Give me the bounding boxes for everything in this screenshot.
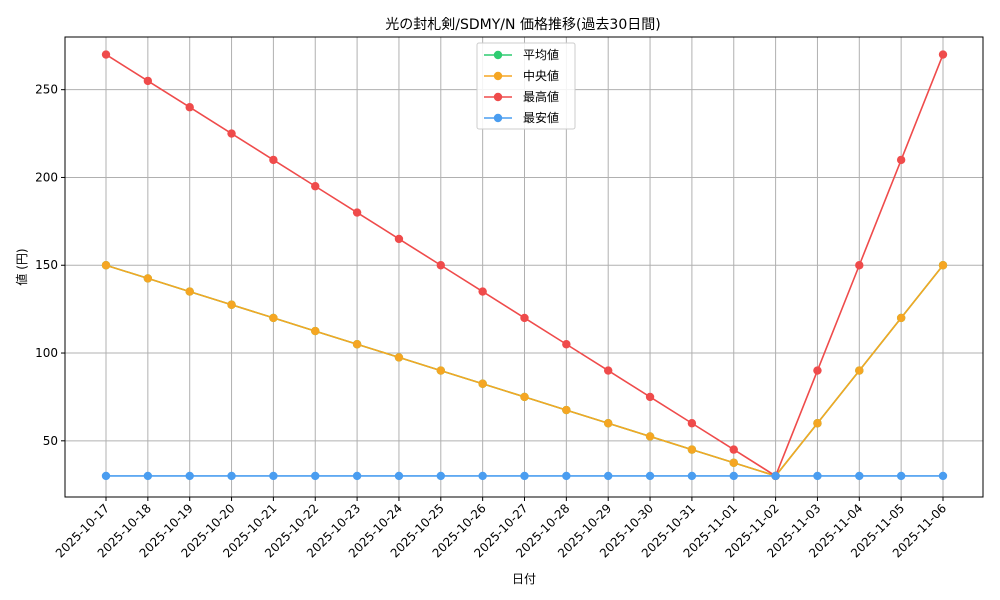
- legend-marker: [493, 71, 503, 81]
- data-point: [687, 419, 697, 428]
- data-point: [436, 471, 445, 481]
- data-point: [604, 471, 613, 481]
- data-point: [143, 274, 153, 283]
- series-2: [101, 261, 948, 481]
- legend-marker: [493, 50, 503, 60]
- data-point: [101, 261, 111, 270]
- data-point: [896, 313, 906, 323]
- data-point: [604, 366, 613, 375]
- data-point: [562, 405, 571, 415]
- data-point: [813, 419, 822, 428]
- data-point: [729, 458, 738, 467]
- data-point: [436, 366, 445, 375]
- data-point: [813, 471, 822, 481]
- data-point: [520, 392, 529, 402]
- data-point: [604, 419, 613, 428]
- data-point: [185, 471, 194, 481]
- data-point: [687, 471, 697, 481]
- data-point: [855, 261, 864, 270]
- data-point: [311, 182, 320, 191]
- data-point: [938, 50, 948, 59]
- series-4: [101, 471, 948, 481]
- data-point: [729, 471, 738, 481]
- data-point: [185, 287, 194, 296]
- y-axis: 50 100 150 200 250: [35, 83, 65, 448]
- data-point: [436, 261, 445, 270]
- y-axis-label: 値 (円): [14, 248, 29, 285]
- data-point: [394, 234, 404, 244]
- legend-marker: [493, 113, 503, 123]
- series-3: [101, 50, 948, 481]
- data-point: [645, 392, 655, 402]
- data-point: [520, 313, 529, 323]
- data-point: [478, 379, 487, 388]
- data-point: [729, 445, 738, 454]
- data-point: [562, 471, 571, 481]
- data-point: [311, 471, 320, 481]
- legend-label: 中央値: [523, 68, 559, 83]
- data-point: [352, 471, 362, 481]
- legend-entry: 平均値: [484, 47, 559, 62]
- data-point: [311, 326, 320, 336]
- series-layer: [101, 50, 948, 481]
- data-point: [227, 471, 236, 481]
- legend-entry: 中央値: [484, 68, 559, 83]
- legend-box: [476, 42, 576, 130]
- data-point: [855, 471, 864, 481]
- y-tick-label: 50: [43, 434, 58, 448]
- data-point: [269, 155, 278, 165]
- data-point: [938, 261, 948, 270]
- data-point: [520, 471, 529, 481]
- data-point: [645, 471, 655, 481]
- legend-label: 最安値: [523, 110, 559, 125]
- data-point: [143, 471, 153, 481]
- data-point: [352, 340, 362, 349]
- legend-label: 最高値: [523, 89, 559, 104]
- y-tick-label: 250: [35, 83, 58, 97]
- y-tick-label: 150: [35, 258, 58, 272]
- data-point: [478, 287, 487, 296]
- data-point: [687, 445, 697, 454]
- legend-entry: 最高値: [484, 89, 559, 104]
- data-point: [227, 300, 236, 309]
- data-point: [101, 471, 111, 481]
- data-point: [269, 471, 278, 481]
- y-tick-label: 100: [35, 346, 58, 360]
- data-point: [227, 129, 236, 138]
- data-point: [938, 471, 948, 481]
- data-point: [185, 103, 194, 112]
- data-point: [143, 76, 153, 86]
- data-point: [352, 208, 362, 217]
- data-point: [394, 353, 404, 362]
- x-axis-label: 日付: [512, 572, 536, 586]
- data-point: [478, 471, 487, 481]
- data-point: [394, 471, 404, 481]
- x-axis: 2025-10-172025-10-182025-10-192025-10-20…: [53, 497, 949, 560]
- y-tick-label: 200: [35, 170, 58, 184]
- data-point: [101, 50, 111, 59]
- legend-label: 平均値: [523, 47, 559, 62]
- data-point: [269, 313, 278, 323]
- legend-marker: [493, 92, 503, 102]
- chart-title: 光の封札剣/SDMY/N 価格推移(過去30日間): [385, 17, 660, 33]
- data-point: [896, 471, 906, 481]
- data-point: [855, 366, 864, 375]
- data-point: [562, 340, 571, 349]
- data-point: [645, 432, 655, 441]
- data-point: [771, 471, 780, 481]
- legend-entry: 最安値: [484, 110, 559, 125]
- data-point: [813, 366, 822, 375]
- data-point: [896, 155, 906, 165]
